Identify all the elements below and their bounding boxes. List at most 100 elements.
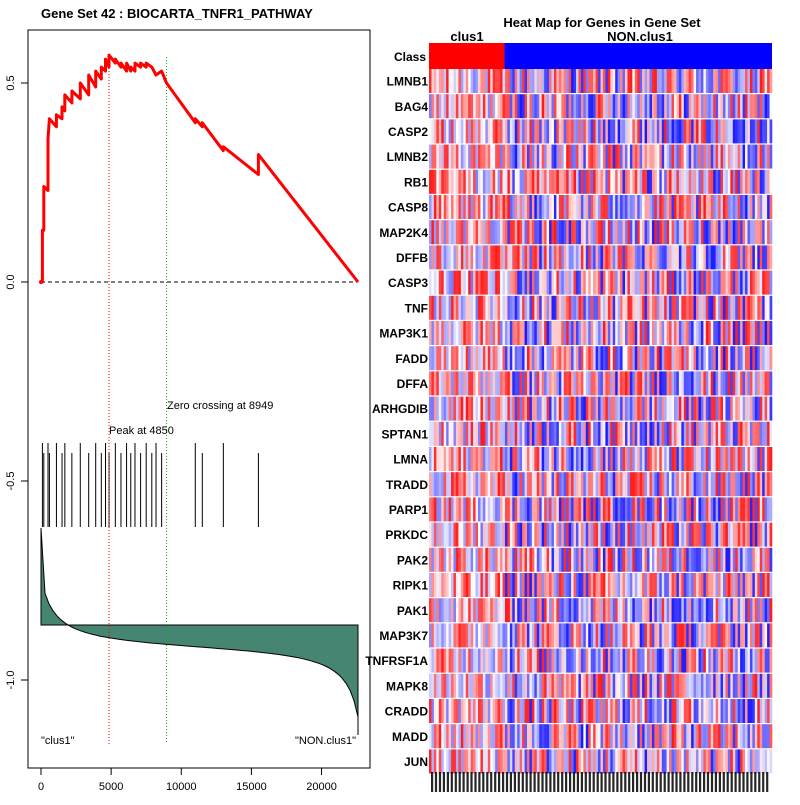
heatmap-cell [691,497,694,522]
heatmap-cell [681,522,685,547]
heatmap-cell [757,270,761,295]
heatmap-cell [490,421,493,446]
sample-label-mark [431,772,434,792]
heatmap-cell [451,421,454,446]
heatmap-cell [605,421,609,446]
heatmap-cell [546,119,550,144]
heatmap-cell [754,547,758,572]
heatmap-cell [656,195,660,219]
heatmap-cell [438,472,442,497]
heatmap-cell [752,169,756,194]
heatmap-cell [563,724,567,749]
heatmap-cell [470,447,474,471]
heatmap-cell [705,522,709,547]
heatmap-cell [720,371,724,396]
heatmap-cell [573,94,577,119]
heatmap-cell [458,270,462,295]
heatmap-cell [507,497,511,522]
heatmap-cell [429,573,432,597]
heatmap-cell [595,724,599,749]
heatmap-cell [539,648,542,673]
heatmap-cell [752,547,756,572]
heatmap-cell [436,169,440,194]
heatmap-cell [649,497,653,522]
heatmap-cell [495,724,498,749]
heatmap-cell [705,648,709,673]
heatmap-cell [664,295,667,320]
heatmap-cell [762,94,765,119]
heatmap-cell [536,699,540,723]
heatmap-cell [527,598,530,623]
heatmap-cell [429,749,432,774]
x-tick-label: 10000 [166,781,197,793]
heatmap-cell [568,69,572,93]
heatmap-cell [754,421,758,446]
heatmap-cell [730,169,734,194]
heatmap-cell [625,396,628,421]
heatmap-cell [612,497,616,522]
heatmap-cell [769,623,773,648]
heatmap-cell [612,573,616,597]
heatmap-cell [504,144,508,169]
heatmap-cell [512,220,516,245]
heatmap-cell [497,573,501,597]
heatmap-cell [676,69,680,93]
heatmap-cell [757,396,761,421]
heatmap-cell [563,648,567,673]
heatmap-cell [446,69,449,93]
heatmap-cell [664,547,667,572]
heatmap-cell [507,673,511,698]
heatmap-cell [693,169,697,194]
heatmap-cell [659,598,663,623]
heatmap-cell [588,598,591,623]
heatmap-cell [517,321,520,345]
heatmap-cell [698,497,702,522]
gene-label: FADD [395,352,428,366]
heatmap-cell [718,598,721,623]
heatmap-cell [429,119,432,144]
heatmap-cell [492,346,496,371]
heatmap-cell [553,169,557,194]
heatmap-cell [448,94,452,119]
heatmap-cell [759,195,763,219]
heatmap-cell [632,245,636,270]
heatmap-cell [698,547,702,572]
gene-label: DFFA [397,377,429,391]
heatmap-cell [507,245,511,270]
heatmap-cell [615,547,618,572]
heatmap-cell [485,270,489,295]
heatmap-cell [519,119,523,144]
heatmap-cell [742,573,746,597]
heatmap-cell [571,396,574,421]
heatmap-cell [671,673,675,698]
heatmap-cell [681,497,685,522]
sample-label-mark [458,772,461,792]
heatmap-cell [705,699,709,723]
heatmap-cell [644,447,648,471]
heatmap-cell [625,699,628,723]
heatmap-cell [737,623,741,648]
heatmap-cell [723,270,726,295]
heatmap-cell [723,119,726,144]
heatmap-cell [448,699,452,723]
heatmap-cell [544,472,547,497]
heatmap-cell [578,497,582,522]
heatmap-cell [752,673,756,698]
heatmap-cell [747,673,751,698]
heatmap-cell [637,270,640,295]
heatmap-cell [666,699,670,723]
heatmap-cell [644,547,648,572]
heatmap-cell [745,623,748,648]
heatmap-cell [710,497,714,522]
heatmap-cell [546,94,550,119]
heatmap-cell [749,144,753,169]
heatmap-cell [730,421,734,446]
heatmap-cell [433,547,437,572]
heatmap-cell [656,598,660,623]
heatmap-cell [495,547,498,572]
heatmap-cell [509,396,513,421]
heatmap-cell [482,598,486,623]
heatmap-cell [536,69,540,93]
heatmap-cell [504,371,508,396]
heatmap-cell [610,295,614,320]
